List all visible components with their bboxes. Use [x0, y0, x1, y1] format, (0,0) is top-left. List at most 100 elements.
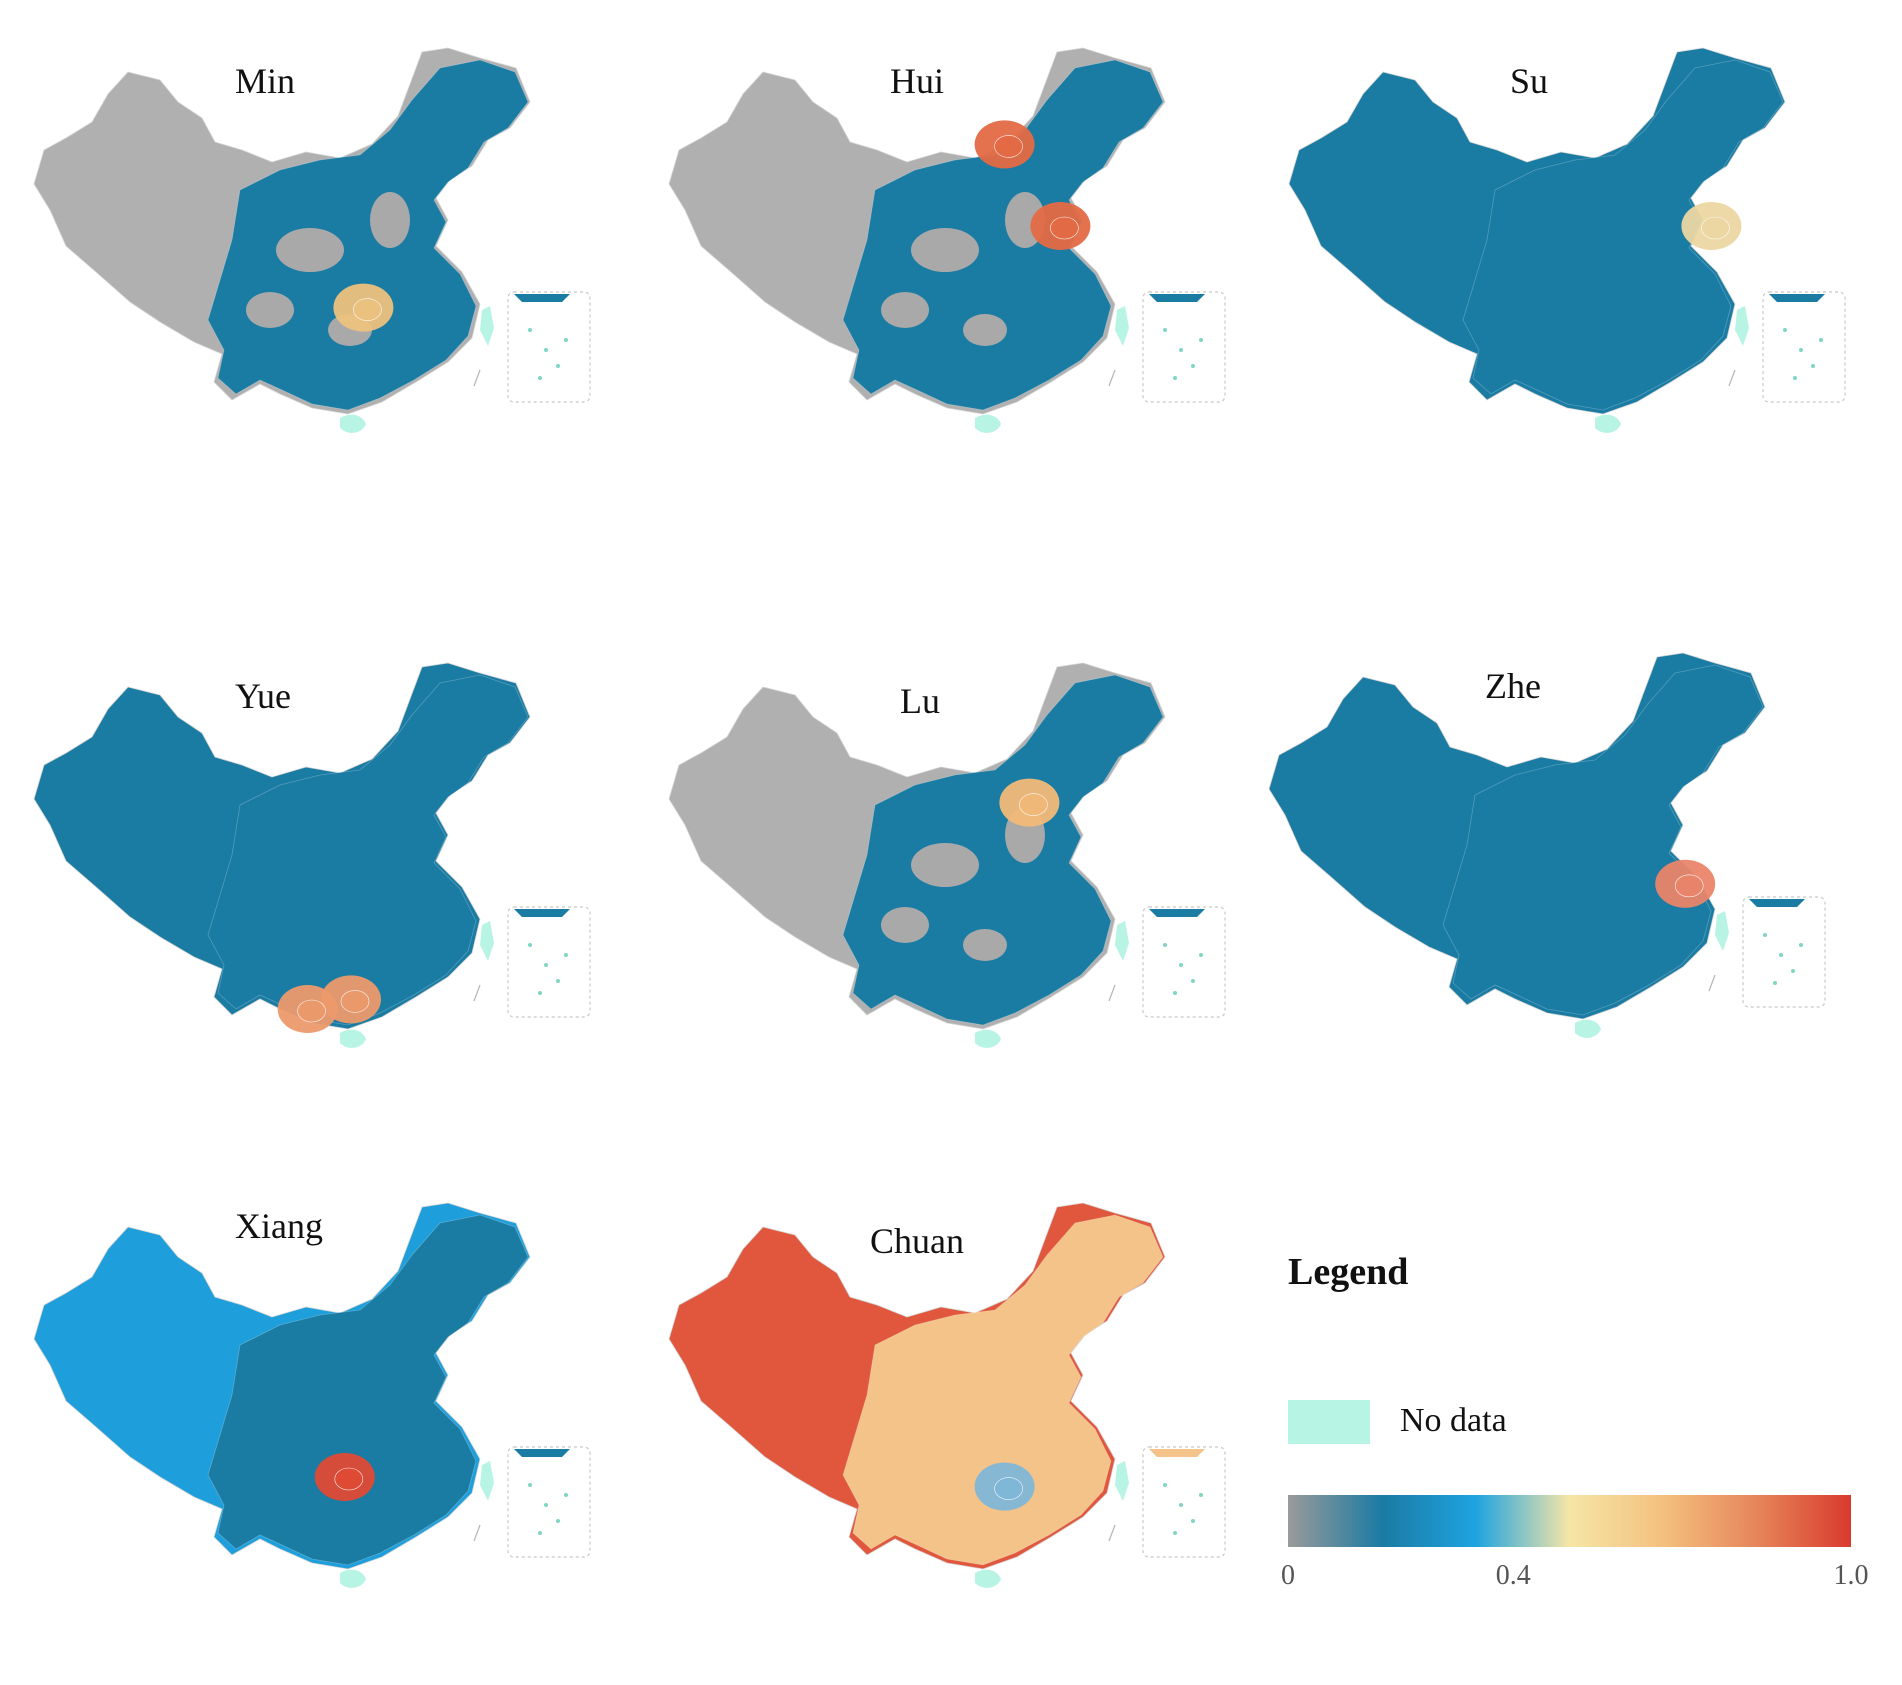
- high-value-core: [353, 298, 382, 321]
- panel-title: Xiang: [235, 1206, 323, 1246]
- inner-region-fill: [1462, 59, 1784, 411]
- low-value-patch: [911, 228, 979, 272]
- inset-island: [1799, 943, 1803, 947]
- inset-coast: [514, 294, 570, 302]
- scale-tick-label: 1.0: [1833, 1560, 1869, 1591]
- inset-island: [1783, 328, 1787, 332]
- choropleth-map: [668, 1202, 1226, 1588]
- high-value-core: [994, 135, 1023, 158]
- inset-island: [538, 991, 542, 995]
- low-value-patch: [881, 907, 929, 943]
- inset-island: [1779, 953, 1783, 957]
- high-value-core: [1701, 216, 1730, 240]
- choropleth-map: [1268, 652, 1826, 1038]
- map-panel-lu: Lu: [645, 625, 1265, 1145]
- choropleth-map: [33, 662, 591, 1048]
- inset-island: [538, 1531, 542, 1535]
- inset-island: [1791, 969, 1795, 973]
- inset-island: [1763, 933, 1767, 937]
- low-value-patch: [276, 228, 344, 272]
- low-value-patch: [963, 929, 1007, 961]
- taiwan-no-data: [1735, 306, 1749, 346]
- scale-tick-label: 0: [1281, 1560, 1295, 1591]
- inset-island: [1191, 1519, 1195, 1523]
- inset-coast: [514, 1449, 570, 1457]
- inner-region-fill: [842, 674, 1164, 1026]
- choropleth-map: [668, 47, 1226, 433]
- inset-island: [556, 364, 560, 368]
- inset-coast: [1149, 294, 1205, 302]
- inset-dash: [1108, 1524, 1116, 1542]
- inset-coast: [1749, 899, 1805, 907]
- inset-dash: [1108, 369, 1116, 387]
- inset-island: [538, 376, 542, 380]
- inset-island: [1773, 981, 1777, 985]
- taiwan-no-data: [1115, 921, 1129, 961]
- inner-region-fill: [842, 1214, 1164, 1566]
- inset-island: [528, 1483, 532, 1487]
- high-value-core: [1050, 216, 1079, 240]
- inset-island: [1163, 328, 1167, 332]
- inset-dash: [1108, 984, 1116, 1002]
- inset-island: [1199, 338, 1203, 342]
- high-value-core: [340, 990, 370, 1013]
- panel-title: Lu: [900, 681, 940, 721]
- low-value-patch: [911, 843, 979, 887]
- inset-coast: [1149, 909, 1205, 917]
- south-china-sea-inset: [1762, 291, 1846, 403]
- inset-island: [1173, 1531, 1177, 1535]
- taiwan-no-data: [480, 306, 494, 346]
- inset-island: [544, 1503, 548, 1507]
- inner-region-fill: [1442, 664, 1764, 1016]
- scale-tick-label: 0.4: [1495, 1560, 1531, 1591]
- panel-title: Yue: [235, 676, 291, 716]
- high-value-core: [994, 1477, 1023, 1500]
- high-value-core: [1019, 793, 1048, 816]
- inset-island: [564, 1493, 568, 1497]
- low-value-patch: [246, 292, 294, 328]
- inset-dash: [473, 369, 481, 387]
- inset-island: [1199, 1493, 1203, 1497]
- inset-dash: [1728, 369, 1736, 387]
- inset-coast: [1769, 294, 1825, 302]
- hainan-island: [975, 414, 1001, 433]
- inset-dash: [473, 1524, 481, 1542]
- inset-island: [1793, 376, 1797, 380]
- inset-dash: [473, 984, 481, 1002]
- south-china-sea-inset: [507, 291, 591, 403]
- high-value-core: [297, 999, 326, 1023]
- choropleth-map: [33, 1202, 591, 1588]
- inset-island: [1799, 348, 1803, 352]
- panel-title: Hui: [890, 61, 944, 101]
- map-panel-chuan: Chuan: [645, 1165, 1265, 1685]
- hainan-island: [975, 1029, 1001, 1048]
- low-value-patch: [881, 292, 929, 328]
- high-value-core: [334, 1467, 364, 1491]
- south-china-sea-inset: [507, 906, 591, 1018]
- inner-region-fill: [842, 59, 1164, 411]
- panel-title: Zhe: [1485, 666, 1541, 706]
- inner-region-fill: [207, 674, 529, 1026]
- hainan-island: [340, 1029, 366, 1048]
- color-scale-bar: [1288, 1495, 1851, 1547]
- taiwan-no-data: [480, 1461, 494, 1501]
- inset-island: [1179, 348, 1183, 352]
- taiwan-no-data: [1115, 306, 1129, 346]
- taiwan-no-data: [1115, 1461, 1129, 1501]
- hainan-island: [975, 1569, 1001, 1588]
- panel-title: Su: [1510, 61, 1549, 101]
- inset-island: [556, 1519, 560, 1523]
- hainan-island: [340, 414, 366, 433]
- inset-island: [564, 338, 568, 342]
- inset-island: [564, 953, 568, 957]
- panel-title: Min: [235, 61, 296, 101]
- inset-island: [1179, 963, 1183, 967]
- inset-island: [544, 348, 548, 352]
- choropleth-map: [1288, 47, 1846, 433]
- inset-island: [1179, 1503, 1183, 1507]
- map-panel-zhe: Zhe: [1245, 615, 1865, 1135]
- inner-region-fill: [207, 59, 529, 411]
- inset-island: [1173, 991, 1177, 995]
- choropleth-map: [33, 47, 591, 433]
- inset-island: [556, 979, 560, 983]
